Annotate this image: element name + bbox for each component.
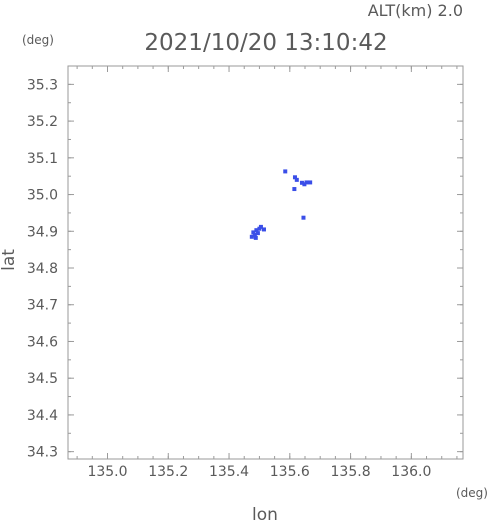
y-tick-label: 35.3 <box>27 77 58 93</box>
y-tick-label: 35.0 <box>27 188 58 204</box>
chart-title: 2021/10/20 13:10:42 <box>144 30 387 56</box>
data-point <box>304 180 309 185</box>
x-tick-label: 136.0 <box>391 464 431 480</box>
y-tick-label: 34.6 <box>27 334 58 350</box>
y-tick-label: 35.1 <box>27 151 58 167</box>
data-point <box>283 169 288 174</box>
x-tick-label: 135.2 <box>148 464 188 480</box>
axis-ticks: 135.0 135.2 135.4 135.6 135.8 136.0 34.3 34.4 34… <box>27 65 463 480</box>
data-point <box>255 231 260 236</box>
y-unit-label: (deg) <box>22 33 54 47</box>
x-tick-label: 135.6 <box>270 464 310 480</box>
data-point <box>261 227 266 232</box>
data-point <box>254 228 259 233</box>
data-point <box>253 235 258 240</box>
data-point <box>249 234 254 239</box>
data-points <box>249 169 313 240</box>
y-tick-label: 34.4 <box>27 408 58 424</box>
y-tick-label: 34.9 <box>27 224 58 240</box>
data-point <box>294 177 299 182</box>
data-point <box>258 224 263 229</box>
y-tick-label: 34.3 <box>27 445 58 461</box>
x-axis-label: lon <box>252 505 278 521</box>
data-point <box>252 232 257 237</box>
x-tick-label: 135.0 <box>87 464 127 480</box>
data-point <box>292 175 297 180</box>
data-point <box>299 180 304 185</box>
x-unit-label: (deg) <box>456 486 488 500</box>
data-point <box>292 187 297 192</box>
x-tick-label: 135.8 <box>331 464 371 480</box>
y-tick-label: 34.5 <box>27 371 58 387</box>
plot-frame <box>67 65 464 460</box>
y-axis-label: lat <box>0 249 19 271</box>
y-tick-label: 34.8 <box>27 261 58 277</box>
x-tick-label: 135.4 <box>209 464 249 480</box>
data-point <box>302 182 307 187</box>
data-point <box>308 180 313 185</box>
chart-subtitle: ALT(km) 2.0 <box>368 1 463 20</box>
data-point <box>301 215 306 220</box>
data-point <box>251 230 256 235</box>
y-tick-label: 34.7 <box>27 298 58 314</box>
y-tick-label: 35.2 <box>27 114 58 130</box>
